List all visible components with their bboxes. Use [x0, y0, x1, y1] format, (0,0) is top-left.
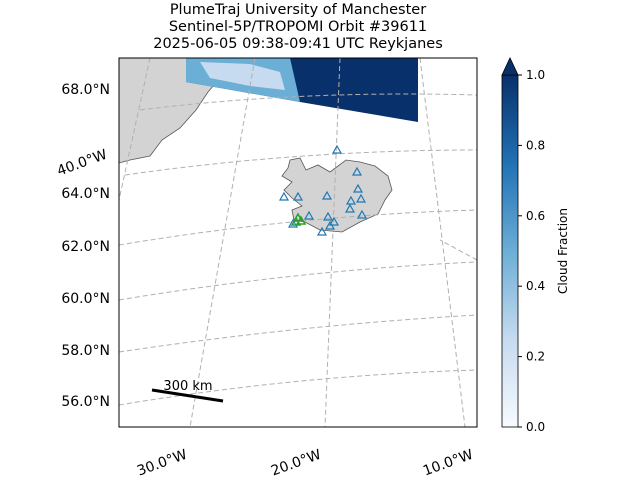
lon-label: 30.0°W [135, 447, 189, 480]
lon-label: 10.0°W [421, 447, 475, 480]
lat-label: 56.0°N [61, 394, 110, 410]
title-line: 2025-06-05 09:38-09:41 UTC Reykjanes [153, 36, 443, 52]
title-line: Sentinel-5P/TROPOMI Orbit #39611 [169, 19, 427, 35]
parallels [119, 93, 477, 406]
volcano-markers [278, 144, 368, 236]
colorbar-tick-label: 0.6 [526, 209, 545, 223]
colorbar-tick-label: 0.8 [526, 138, 545, 152]
colorbar-tick-label: 1.0 [526, 68, 545, 82]
colorbar-label: Cloud Fraction [556, 208, 570, 294]
lat-label: 58.0°N [61, 343, 110, 359]
map-frame [118, 57, 478, 428]
swath-clear [200, 62, 285, 90]
lon-label: 20.0°W [269, 447, 323, 480]
colorbar-ramp [501, 74, 519, 428]
lon-label: 40.0°W [55, 147, 109, 180]
meridians [119, 58, 477, 427]
lat-label: 68.0°N [61, 82, 110, 98]
scale-bar-label: 300 km [163, 379, 212, 394]
colorbar-tick-label: 0.0 [526, 420, 545, 434]
lat-label: 60.0°N [61, 291, 110, 307]
colorbar: 0.0 0.2 0.4 0.6 0.8 1.0 [501, 57, 545, 434]
colorbar-tick-label: 0.2 [526, 350, 545, 364]
lat-label: 64.0°N [61, 186, 110, 202]
scale-bar [151, 388, 224, 403]
colorbar-tick-label: 0.4 [526, 279, 545, 293]
map-area: 300 km [119, 58, 477, 427]
colorbar-extend [501, 57, 519, 76]
lat-label: 62.0°N [61, 239, 110, 255]
title-line: PlumeTraj University of Manchester [170, 2, 426, 18]
